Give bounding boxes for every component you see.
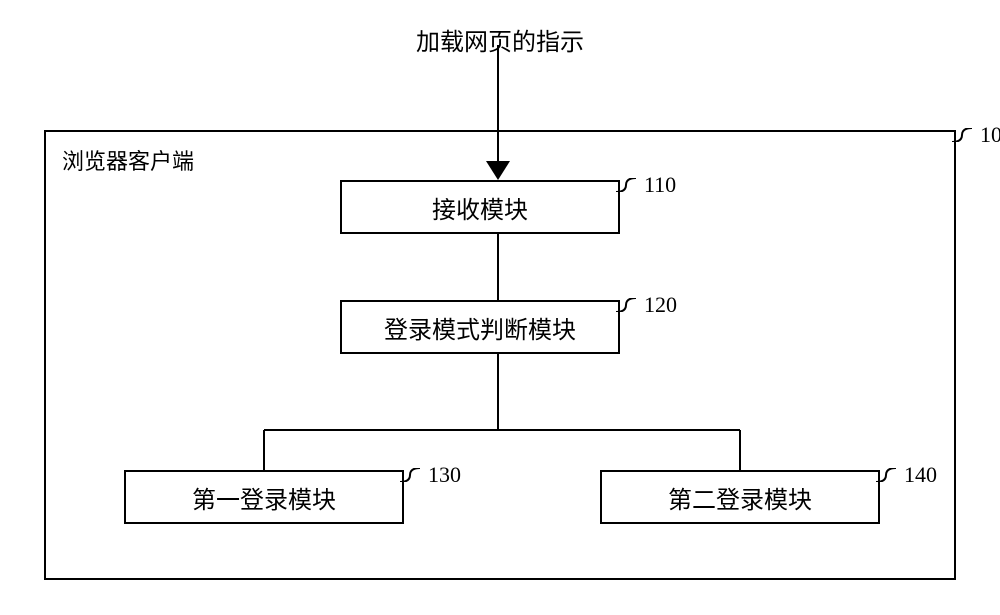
node-ref-judge: 120 bbox=[644, 292, 677, 318]
node-login2: 第二登录模块 bbox=[600, 470, 880, 524]
reference-curl-icon bbox=[400, 468, 420, 482]
node-ref-receive: 110 bbox=[644, 172, 676, 198]
diagram-stage: 加载网页的指示浏览器客户端 100 接收模块 110 登录模式判断模块 120 第一登录模块… bbox=[0, 0, 1000, 615]
node-judge: 登录模式判断模块 bbox=[340, 300, 620, 354]
title-text: 加载网页的指示 bbox=[416, 22, 584, 57]
edge-2 bbox=[497, 354, 499, 430]
arrowhead-icon bbox=[486, 161, 510, 180]
node-ref-login2: 140 bbox=[904, 462, 937, 488]
reference-curl-icon bbox=[876, 468, 896, 482]
reference-curl-icon bbox=[952, 128, 972, 142]
reference-curl-icon bbox=[616, 298, 636, 312]
node-receive: 接收模块 bbox=[340, 180, 620, 234]
reference-curl-icon bbox=[616, 178, 636, 192]
edge-4 bbox=[263, 430, 265, 470]
node-ref-login1: 130 bbox=[428, 462, 461, 488]
container-label: 浏览器客户端 bbox=[62, 144, 194, 176]
edge-0 bbox=[497, 45, 499, 178]
edge-5 bbox=[739, 430, 741, 470]
container-ref: 100 bbox=[980, 122, 1000, 148]
edge-3 bbox=[264, 429, 740, 431]
edge-1 bbox=[497, 234, 499, 300]
node-login1: 第一登录模块 bbox=[124, 470, 404, 524]
